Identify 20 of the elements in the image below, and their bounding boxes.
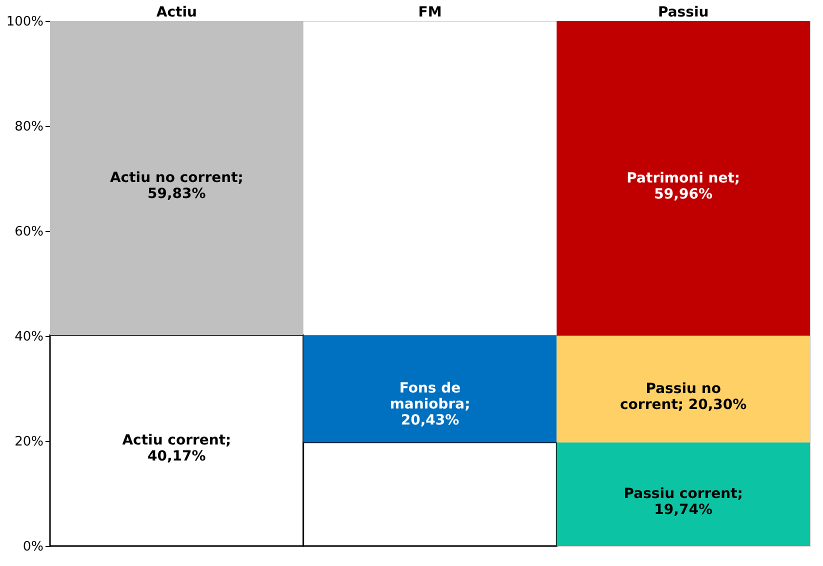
data-label: Passiu corrent; 19,74% xyxy=(624,486,743,518)
data-label: Passiu no corrent; 20,30% xyxy=(620,381,747,414)
y-tick-label: 100% xyxy=(6,14,44,30)
data-label: Fons de maniobra; 20,43% xyxy=(390,380,470,429)
bar xyxy=(303,335,557,442)
y-tick-label: 40% xyxy=(14,330,44,344)
data-label: Actiu no corrent; 59,83% xyxy=(110,170,244,202)
x-tick-label: Passiu xyxy=(658,4,709,20)
x-tick-label: FM xyxy=(418,4,442,20)
data-label: Patrimoni net; 59,96% xyxy=(626,170,740,202)
bar xyxy=(50,21,304,336)
bar xyxy=(556,336,810,442)
y-tick-label: 0% xyxy=(22,540,44,554)
data-label: Actiu corrent; 40,17% xyxy=(122,432,232,465)
bar xyxy=(556,21,810,336)
y-tick-label: 20% xyxy=(14,434,44,450)
y-tick-label: 60% xyxy=(14,224,44,240)
x-tick-label: Actiu xyxy=(156,4,197,20)
y-tick-label: 80% xyxy=(14,120,44,134)
bar xyxy=(556,442,810,546)
